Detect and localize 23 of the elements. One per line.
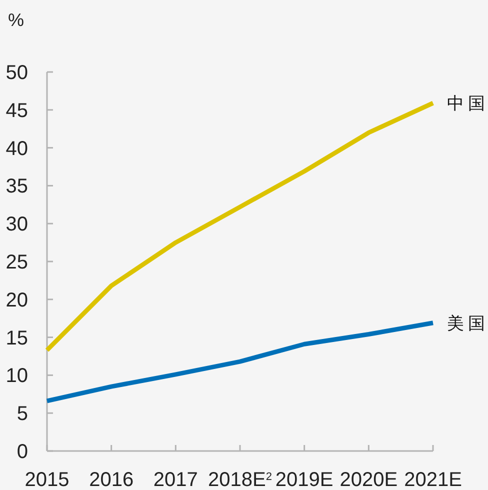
series-label: 中国 xyxy=(447,94,488,114)
x-tick-label: 2019E xyxy=(275,469,334,490)
y-tick-label: 0 xyxy=(16,441,28,463)
line-series xyxy=(44,100,436,352)
x-tick-label: 2020E xyxy=(340,469,398,490)
y-tick-label: 10 xyxy=(6,365,28,388)
series-label: 美国 xyxy=(447,314,488,333)
y-tick-label: 20 xyxy=(6,289,28,312)
y-tick-label: 50 xyxy=(6,62,28,84)
x-tick-label: 2016 xyxy=(89,469,134,490)
y-tick-label: 25 xyxy=(6,252,28,274)
y-tick-label: 15 xyxy=(6,327,28,350)
x-tick-label: 2018E$^{2}$ xyxy=(208,469,272,490)
y-tick-label: 5 xyxy=(16,403,28,426)
y-tick-label: 30 xyxy=(6,214,28,236)
x-tick-label: 2017 xyxy=(153,469,198,490)
x-tick-label: 2021E xyxy=(404,469,462,490)
y-axis-title: % xyxy=(8,10,24,30)
y-tick-label: 40 xyxy=(6,138,28,160)
y-tick-label: 45 xyxy=(6,100,28,122)
line-series xyxy=(44,320,436,404)
y-tick-label: 35 xyxy=(6,176,28,198)
x-tick-label: 2015 xyxy=(24,469,70,490)
